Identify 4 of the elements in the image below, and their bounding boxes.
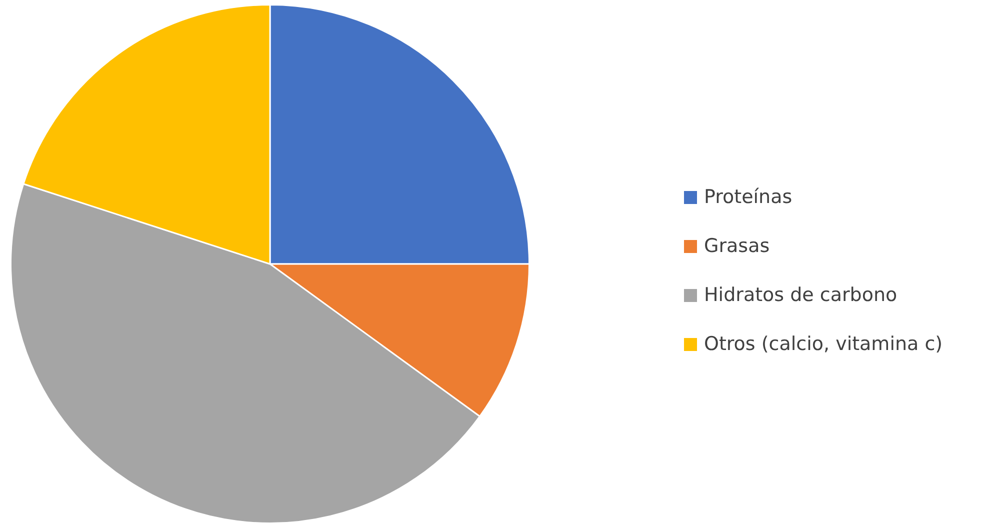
legend-label: Proteínas: [704, 186, 792, 208]
legend-label: Hidratos de carbono: [704, 284, 898, 306]
legend-label: Otros (calcio, vitamina c): [704, 333, 943, 355]
legend-label: Grasas: [704, 235, 770, 257]
